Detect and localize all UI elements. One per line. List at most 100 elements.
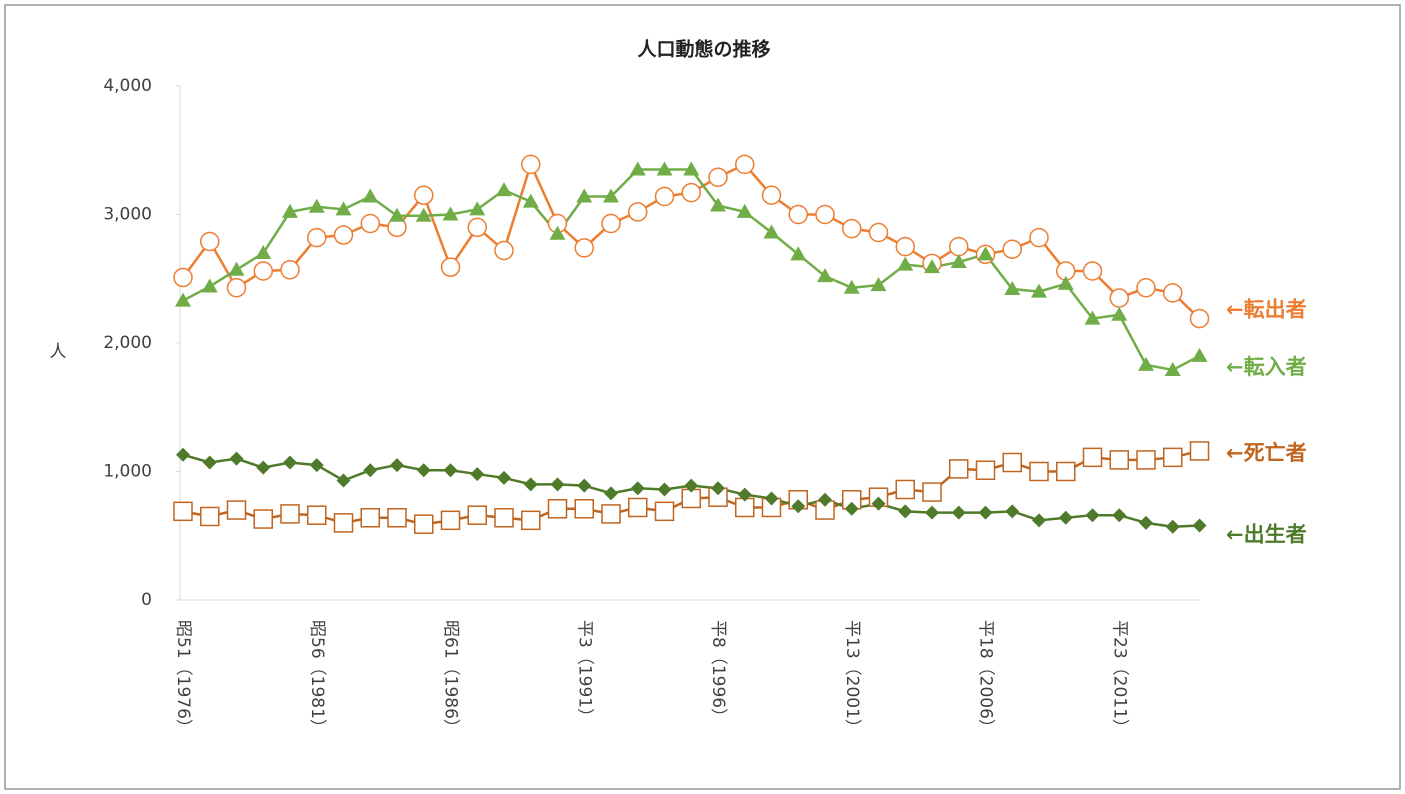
chart-frame [4,4,1401,790]
series-label: ←転入者 [1226,355,1307,379]
marker [442,206,459,221]
marker [440,257,461,277]
marker [574,238,594,258]
marker [843,279,860,294]
marker [603,188,619,203]
marker [226,500,247,520]
marker [200,231,220,252]
marker [202,455,217,470]
marker [681,182,701,203]
marker [735,154,755,175]
x-tick-label: 平13（2001） [842,620,862,736]
marker [496,182,512,197]
marker [1058,510,1073,525]
x-tick-label: 平8（1996） [708,620,728,725]
marker [469,201,486,216]
marker [924,259,940,274]
marker [654,186,675,207]
marker [497,470,511,485]
marker [895,236,915,257]
marker [737,487,752,502]
marker [577,478,592,493]
marker [1139,515,1153,530]
marker [844,501,859,516]
marker [1192,518,1207,533]
marker [387,508,407,528]
marker [950,254,967,269]
marker [978,505,993,520]
marker [1029,227,1049,248]
marker [547,499,568,519]
x-tick-label: 昭51（1976） [173,620,193,736]
marker [200,506,220,527]
marker [951,505,966,520]
marker [390,458,404,473]
x-tick-label: 平23（2011） [1109,620,1129,736]
series-label: ←出生者 [1226,522,1307,546]
marker [336,473,351,488]
marker [253,261,273,281]
marker [333,225,354,245]
marker [521,154,541,175]
marker [628,202,648,222]
marker [416,463,431,478]
marker [977,246,994,261]
marker [253,509,273,529]
marker [1164,361,1181,376]
marker [1031,283,1047,298]
y-axis-label: 人 [50,342,67,362]
marker [522,193,539,208]
marker [1084,310,1101,325]
marker [440,510,461,531]
marker [842,218,862,239]
marker [790,246,807,261]
marker [868,222,889,243]
marker [201,278,218,293]
series-label: ←死亡者 [1226,441,1307,465]
marker [1082,447,1103,468]
marker [654,501,675,522]
marker [1165,519,1180,534]
marker [309,458,324,473]
marker [307,505,327,525]
marker [467,505,487,525]
marker [255,245,272,260]
marker [1056,461,1076,482]
marker [283,455,297,470]
marker [550,477,565,492]
marker [282,203,298,218]
marker [307,227,327,248]
marker [815,204,835,225]
marker [657,482,672,497]
marker [818,492,832,507]
marker [656,161,673,176]
marker [280,260,300,280]
marker [1057,275,1074,290]
marker [949,236,969,257]
marker [414,514,434,534]
marker [898,504,913,519]
marker [523,477,538,492]
marker [630,481,645,496]
marker [1136,277,1156,298]
marker [629,161,646,176]
marker [521,510,541,531]
marker [467,217,487,238]
y-tick-label: 0 [141,590,152,610]
marker [1005,504,1020,519]
marker [711,481,725,496]
marker [333,513,354,533]
marker [628,497,648,518]
marker [1163,447,1183,468]
marker [414,185,434,205]
chart-title: 人口動態の推移 [637,38,770,61]
marker [684,478,699,493]
marker [1136,450,1156,470]
marker [788,204,808,225]
marker [1002,239,1022,259]
marker [362,188,379,203]
marker [1029,461,1049,482]
marker [949,459,969,479]
marker [226,277,247,298]
